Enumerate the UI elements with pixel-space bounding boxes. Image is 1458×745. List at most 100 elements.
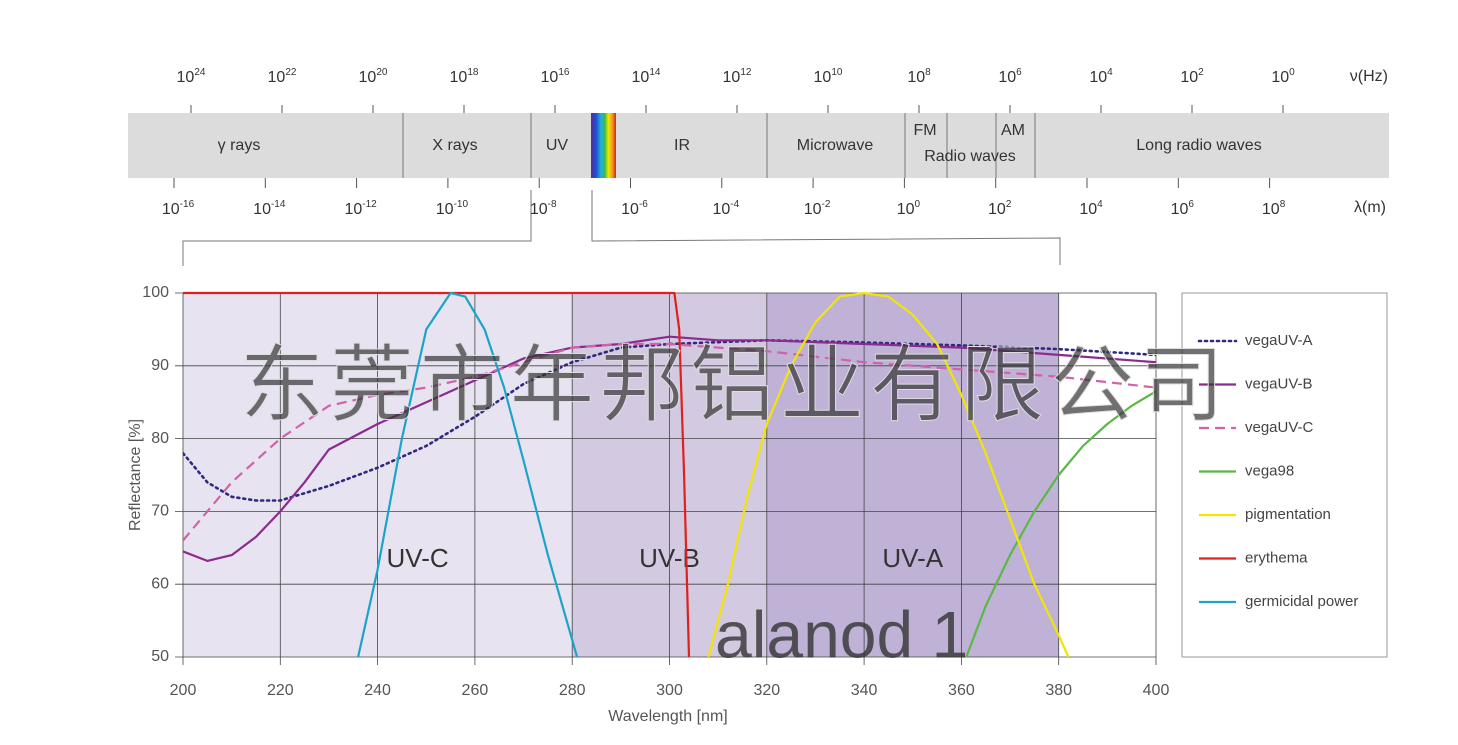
frequency-label-base: 10: [450, 69, 468, 86]
x-tick-label: 380: [1045, 682, 1072, 699]
wavelength-label: 10-16: [162, 199, 195, 219]
frequency-label-exp: 4: [1107, 67, 1113, 78]
x-tick-label: 300: [656, 682, 683, 699]
band-label: FM: [913, 122, 936, 139]
frequency-label: 1010: [814, 67, 843, 87]
legend-label: erythema: [1245, 549, 1308, 566]
y-axis-label: Reflectance [%]: [127, 419, 144, 531]
frequency-label-base: 10: [723, 69, 741, 86]
band-label: Microwave: [797, 137, 874, 154]
wavelength-label-exp: -2: [822, 199, 831, 210]
legend-box: [1181, 292, 1388, 658]
frequency-label: 102: [1180, 67, 1204, 87]
y-tick-label: 50: [151, 648, 169, 665]
wavelength-label-exp: -10: [454, 199, 469, 210]
frequency-label: 1012: [723, 67, 752, 87]
wavelength-label-base: 10: [1079, 201, 1097, 218]
frequency-label-base: 10: [1271, 69, 1289, 86]
frequency-label: 1014: [632, 67, 661, 87]
visible-light: [591, 113, 616, 178]
frequency-label-exp: 14: [649, 67, 661, 78]
frequency-label-base: 10: [1089, 69, 1107, 86]
legend-label: vegaUV-B: [1245, 375, 1313, 392]
frequency-label-base: 10: [632, 69, 650, 86]
y-tick-label: 80: [151, 430, 169, 447]
frequency-label-exp: 6: [1016, 67, 1022, 78]
band-label: AM: [1001, 122, 1025, 139]
frequency-label-exp: 12: [740, 67, 752, 78]
series-line: [183, 339, 1156, 502]
watermark: alanod 1: [715, 597, 968, 671]
connector: [182, 190, 532, 266]
spectrum-bar: [128, 113, 1389, 178]
wavelength-label-base: 10: [1171, 201, 1189, 218]
series-line: [965, 390, 1156, 657]
legend-label: pigmentation: [1245, 506, 1331, 523]
series-line: [183, 342, 1156, 542]
watermark: 东莞市年邦铝业有限公司: [240, 338, 1230, 432]
connector: [591, 190, 1061, 265]
wavelength-label-exp: 2: [1006, 199, 1012, 210]
wavelength-label-base: 10: [530, 201, 548, 218]
x-tick-label: 320: [753, 682, 780, 699]
wavelength-label-exp: -8: [548, 199, 557, 210]
plot-lines: [183, 291, 1156, 657]
wavelength-label-exp: -4: [730, 199, 739, 210]
wavelength-label-base: 10: [1262, 201, 1280, 218]
frequency-label-exp: 10: [831, 67, 843, 78]
legend-label: germicidal power: [1245, 593, 1358, 610]
series-line: [707, 291, 1070, 657]
frequency-label-base: 10: [814, 69, 832, 86]
frequency-label-exp: 24: [194, 67, 206, 78]
frequency-label: 100: [1271, 67, 1295, 87]
frequency-label-exp: 18: [467, 67, 479, 78]
frequency-label-base: 10: [359, 69, 377, 86]
x-tick-label: 360: [948, 682, 975, 699]
x-tick-label: 240: [364, 682, 391, 699]
wavelength-label-base: 10: [344, 201, 362, 218]
x-tick-label: 220: [267, 682, 294, 699]
wavelength-label: 104: [1079, 199, 1103, 219]
frequency-label-base: 10: [177, 69, 195, 86]
band-label: X rays: [432, 137, 477, 154]
x-tick-label: 280: [559, 682, 586, 699]
wavelength-label: 10-4: [712, 199, 739, 219]
series-line: [357, 291, 579, 657]
frequency-unit: ν(Hz): [1350, 68, 1388, 85]
frequency-label-exp: 0: [1289, 67, 1295, 78]
region: [766, 293, 1059, 657]
wavelength-label-base: 10: [988, 201, 1006, 218]
wavelength-label-base: 10: [804, 201, 822, 218]
frequency-label: 1020: [359, 67, 388, 87]
region-label: UV-C: [387, 543, 449, 573]
band-label: UV: [546, 137, 569, 154]
x-tick-label: 340: [851, 682, 878, 699]
band-label: Radio waves: [924, 148, 1016, 165]
wavelength-label-base: 10: [162, 201, 180, 218]
wavelength-label: 106: [1171, 199, 1195, 219]
wavelength-label: 108: [1262, 199, 1286, 219]
wavelength-label-base: 10: [253, 201, 271, 218]
wavelength-label-exp: 4: [1097, 199, 1103, 210]
frequency-label: 1016: [541, 67, 570, 87]
frequency-label: 1018: [450, 67, 479, 87]
wavelength-label-base: 10: [436, 201, 454, 218]
wavelength-label-base: 10: [621, 201, 639, 218]
wavelength-unit: λ(m): [1354, 199, 1386, 216]
legend-label: vegaUV-C: [1245, 419, 1314, 436]
wavelength-label: 10-6: [621, 199, 648, 219]
frequency-label-exp: 16: [558, 67, 570, 78]
band-label: IR: [674, 137, 690, 154]
y-tick-label: 100: [142, 284, 169, 301]
frequency-label-base: 10: [907, 69, 925, 86]
frequency-label: 104: [1089, 67, 1113, 87]
wavelength-label-exp: -12: [362, 199, 377, 210]
series-line: [183, 291, 691, 657]
y-tick-label: 70: [151, 503, 169, 520]
wavelength-label-exp: 8: [1280, 199, 1286, 210]
band-label: Long radio waves: [1136, 137, 1261, 154]
frequency-label-exp: 22: [285, 67, 297, 78]
wavelength-label-exp: -6: [639, 199, 648, 210]
frequency-label-base: 10: [1180, 69, 1198, 86]
